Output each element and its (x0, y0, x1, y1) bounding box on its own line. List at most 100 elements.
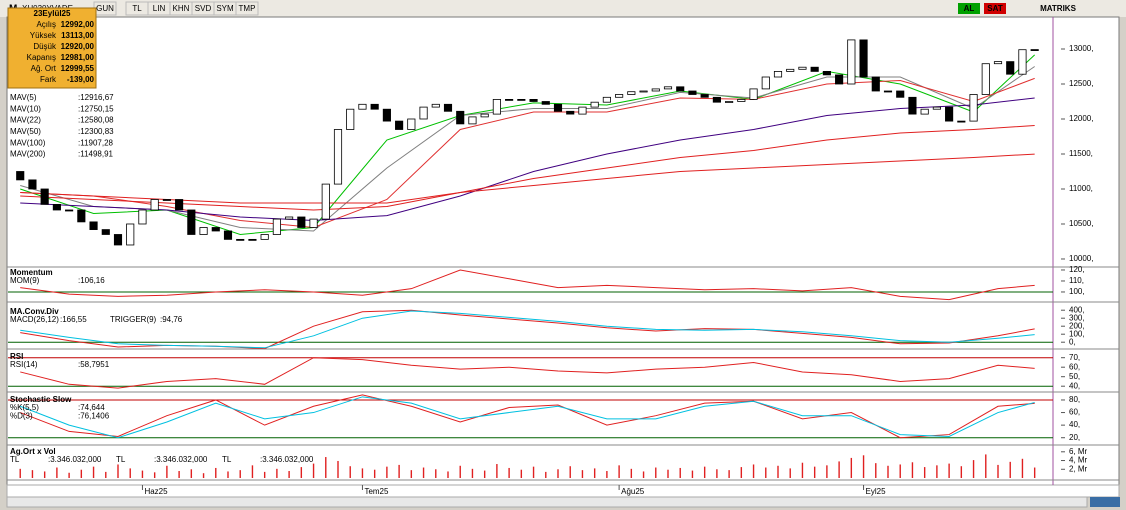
candle (309, 218, 318, 228)
volume-bar (1021, 458, 1024, 478)
candle (272, 218, 281, 235)
volume-bar (325, 457, 327, 478)
legend-value: :166,55 (60, 315, 87, 324)
legend-value: :12580,08 (78, 116, 114, 125)
candle (52, 203, 61, 211)
panel-title: MA.Conv.Div (10, 307, 59, 316)
volume-bar (936, 465, 938, 478)
volume-bar (765, 467, 767, 478)
legend-value: :12300,83 (78, 127, 114, 136)
volume-bar (948, 463, 950, 478)
candle (443, 103, 453, 112)
toolbar-button-label: KHN (173, 4, 190, 13)
volume-bar (740, 467, 743, 478)
y-tick-label: 100, (1069, 329, 1085, 338)
y-tick-label: 13000, (1069, 44, 1093, 53)
candle (700, 94, 709, 98)
candle (871, 76, 880, 92)
candle (627, 91, 636, 95)
volume-bar (361, 468, 364, 478)
volume-bar (557, 469, 559, 478)
toolbar-action[interactable] (1033, 3, 1083, 14)
volume-bar (153, 472, 156, 478)
candle (346, 108, 355, 130)
candle (211, 227, 220, 232)
legend-name: RSI(14) (10, 360, 38, 369)
x-tick-label: Ağu25 (621, 487, 645, 496)
y-tick-label: 10500, (1069, 219, 1093, 228)
candle (321, 183, 330, 220)
legend-name: MAV(200) (10, 150, 46, 159)
volume-bar (508, 467, 510, 478)
volume-bar (985, 454, 987, 478)
toolbar-action[interactable] (958, 3, 980, 14)
candle (749, 88, 758, 100)
y-tick-label: 70, (1069, 353, 1080, 362)
volume-bar (483, 470, 486, 478)
y-tick-label: 80, (1069, 395, 1080, 404)
volume-bar (373, 469, 376, 478)
volume-legend: TL (10, 455, 20, 464)
volume-bar (43, 471, 46, 478)
y-tick-label: 60, (1069, 408, 1080, 417)
volume-bar (997, 464, 999, 478)
volume-bar (178, 471, 180, 478)
candle (407, 118, 416, 130)
candle (126, 223, 135, 246)
candle (932, 106, 941, 110)
volume-bar (227, 471, 229, 478)
candle (480, 113, 489, 118)
panel-title: Stochastic Slow (10, 395, 72, 404)
candle (859, 39, 868, 78)
legend-name: MAV(5) (10, 93, 37, 102)
legend-name: %K(5,5) (10, 403, 39, 412)
volume-bar (679, 467, 681, 478)
candle (40, 188, 49, 205)
volume-bar (691, 470, 694, 478)
y-tick-label: 110, (1069, 276, 1084, 285)
candle (1006, 61, 1015, 75)
candle (615, 94, 624, 98)
candle (676, 86, 685, 92)
toolbar-action[interactable] (984, 3, 1006, 14)
legend-value: :74,644 (78, 403, 105, 412)
volume-bar (569, 466, 571, 478)
volume-legend: :3.346.032,000 (48, 455, 102, 464)
volume-bar (19, 468, 21, 478)
volume-bar (581, 470, 584, 478)
candle (578, 106, 587, 115)
candle (150, 199, 159, 211)
candle (419, 106, 428, 120)
candle (1030, 49, 1039, 51)
volume-legend: TL (222, 455, 232, 464)
legend-name: MACD(26,12) (10, 315, 59, 324)
volume-bar (838, 461, 840, 478)
chart-area (6, 16, 1120, 486)
volume-bar (215, 467, 217, 478)
toolbar-button[interactable] (235, 1, 259, 16)
candle (358, 103, 367, 110)
volume-bar (471, 468, 474, 478)
volume-bar (716, 469, 718, 478)
candle (223, 230, 233, 240)
candle (16, 171, 25, 181)
volume-bar (911, 462, 914, 478)
volume-bar (435, 469, 437, 478)
candle (370, 103, 379, 110)
zoom-buttons[interactable] (1090, 497, 1120, 507)
candle (382, 108, 391, 122)
candle (908, 96, 917, 115)
volume-bar (899, 464, 901, 478)
toolbar (0, 0, 1126, 17)
volume-bar (337, 460, 339, 478)
candle (969, 94, 978, 122)
volume-bar (202, 473, 205, 478)
scrollbar[interactable] (6, 496, 1088, 508)
volume-bar (410, 470, 413, 478)
volume-bar (520, 469, 523, 478)
indicator-line (20, 269, 1035, 301)
y-tick-label: 12000, (1069, 114, 1093, 123)
volume-bar (459, 465, 461, 478)
candle (65, 209, 74, 212)
candle (810, 66, 819, 72)
